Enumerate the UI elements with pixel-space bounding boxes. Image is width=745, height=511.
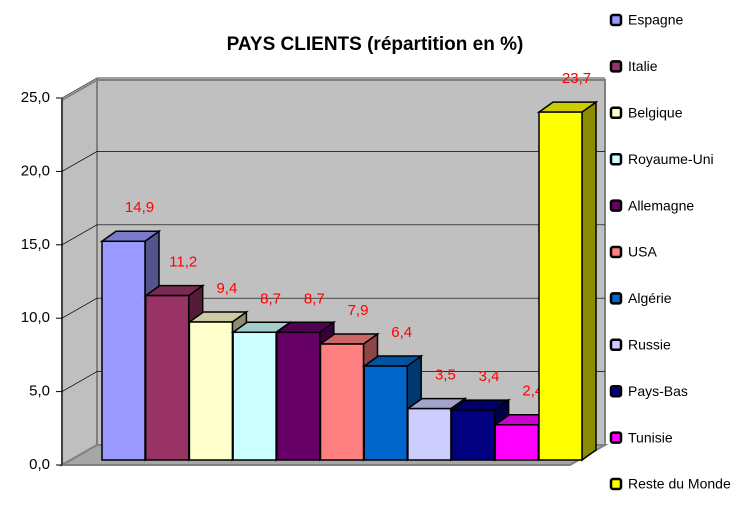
legend-marker: [609, 106, 623, 120]
y-tick-label: 0,0: [29, 456, 50, 473]
bar: [407, 407, 452, 461]
legend-label: Tunisie: [628, 429, 673, 445]
bar: [101, 240, 146, 461]
value-label: 7,9: [348, 302, 369, 319]
side-wall: [61, 78, 98, 467]
legend-marker: [609, 60, 623, 73]
legend-marker: [609, 292, 623, 305]
value-label: 3,5: [435, 367, 456, 384]
value-label: 8,7: [260, 290, 281, 307]
bar-side: [581, 100, 597, 462]
value-label: 2,4: [522, 383, 543, 400]
legend-label: Russie: [628, 337, 671, 353]
value-label: 3,4: [479, 368, 500, 385]
value-label: 8,7: [304, 290, 325, 307]
bar: [494, 424, 540, 461]
y-tick-label: 10,0: [21, 309, 50, 326]
legend-marker: [609, 384, 623, 398]
value-label: 14,9: [125, 199, 154, 216]
legend-label: Italie: [628, 58, 658, 74]
legend-label: Algérie: [628, 290, 672, 306]
bar: [188, 321, 234, 461]
grid-line: [61, 77, 98, 99]
legend-label: Reste du Monde: [628, 476, 731, 492]
bar: [450, 409, 496, 461]
legend-label: Belgique: [628, 105, 683, 121]
legend-marker: [609, 152, 623, 166]
legend-marker: [609, 199, 623, 212]
bar: [363, 365, 408, 461]
legend-label: USA: [628, 244, 657, 260]
y-tick-label: 25,0: [21, 89, 50, 106]
value-label: 11,2: [169, 254, 197, 271]
bar: [319, 343, 365, 461]
legend-label: Pays-Bas: [628, 383, 688, 399]
legend-marker: [609, 431, 623, 444]
legend-marker: [609, 13, 623, 27]
legend-label: Espagne: [628, 12, 683, 28]
bar: [232, 331, 277, 461]
value-label: 6,4: [391, 324, 412, 341]
legend-marker: [609, 477, 623, 491]
grid-line: [61, 224, 98, 246]
y-tick-label: 20,0: [21, 162, 50, 179]
y-tick-label: 15,0: [21, 236, 50, 253]
bar: [144, 294, 190, 461]
legend-label: Allemagne: [628, 197, 694, 213]
grid-line: [61, 297, 98, 319]
legend-marker: [609, 245, 623, 259]
grid-line: [61, 371, 98, 392]
value-label: 9,4: [216, 280, 237, 297]
legend-marker: [609, 338, 623, 352]
chart-title: PAYS CLIENTS (répartition en %): [227, 34, 524, 55]
y-tick-label: 5,0: [29, 383, 50, 400]
legend-label: Royaume-Uni: [628, 151, 714, 167]
bar: [538, 111, 583, 461]
bar: [276, 331, 321, 461]
value-label: 23,7: [562, 70, 591, 87]
grid-line: [61, 151, 98, 172]
